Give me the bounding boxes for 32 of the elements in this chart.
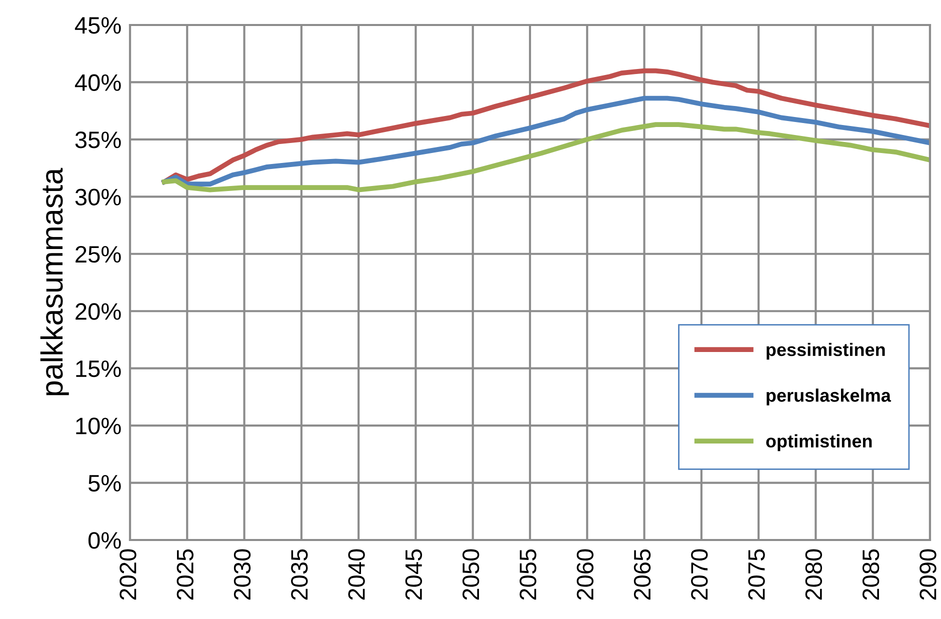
y-tick-label: 45% [74,17,121,34]
y-tick-label: 20% [76,303,121,320]
x-tick-label: 2050 [462,549,480,600]
y-tick-label: 0% [88,532,121,549]
x-tick-label: 2020 [120,549,136,600]
y-axis-title: palkkasummasta [40,168,69,396]
line-series [162,122,930,192]
y-tick-label: 40% [74,74,121,92]
y-tick-label: 30% [75,188,121,206]
x-tick-label: 2055 [520,549,536,600]
legend-label: peruslaskelma [766,388,892,406]
x-tick-label: 2085 [862,549,880,600]
x-tick-label: 2025 [176,549,194,600]
x-tick-label: 2075 [748,549,765,600]
y-tick-label: 35% [75,132,121,148]
y-tick-label: 5% [88,474,121,492]
y-tick-label: 15% [76,360,121,378]
legend-label: optimistinen [766,434,872,452]
x-tick-label: 2065 [634,549,651,600]
x-tick-label: 2070 [691,549,708,600]
x-tick-label: 2060 [576,549,594,600]
y-tick-label: 10% [76,418,121,434]
x-tick-label: 2045 [405,549,422,600]
x-tick-label: 2035 [291,549,308,600]
legend-label: pessimistinen [766,342,885,360]
line-series [162,68,930,184]
y-tick-label: 25% [76,246,121,263]
x-tick-label: 2030 [234,549,251,600]
x-tick-label: 2040 [348,549,365,600]
line-series [162,96,930,187]
x-tick-label: 2080 [805,549,822,600]
x-tick-label: 2090 [920,549,936,600]
